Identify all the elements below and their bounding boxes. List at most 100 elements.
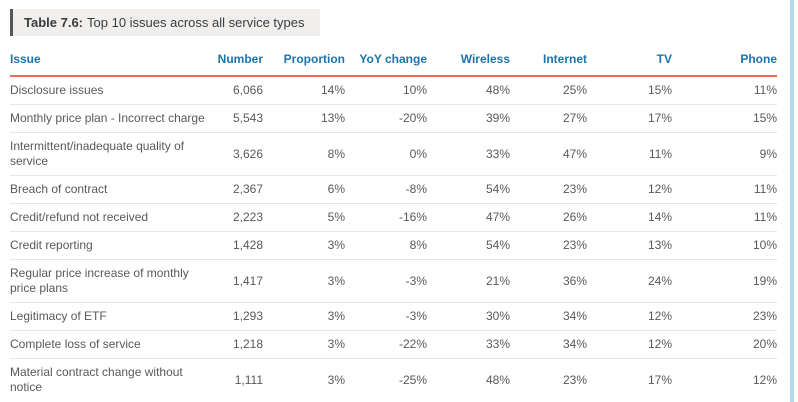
tv-cell: 15% [647, 83, 672, 97]
internet-cell: 34% [562, 337, 587, 351]
internet-cell: 34% [562, 309, 587, 323]
issue-cell: Credit/refund not received [10, 210, 149, 224]
internet-cell: 23% [562, 238, 587, 252]
wireless-cell: 54% [485, 182, 510, 196]
issue-cell: Regular price increase of monthly price … [10, 266, 189, 295]
column-header-number: Number [217, 52, 263, 66]
proportion-cell: 3% [327, 372, 345, 387]
yoy-change-cell: 0% [409, 146, 427, 161]
number-cell: 1,293 [232, 309, 263, 323]
phone-cell: 23% [752, 309, 777, 323]
wireless-cell: 33% [485, 337, 510, 351]
proportion-cell: 3% [327, 337, 345, 351]
issue-cell: Breach of contract [10, 182, 108, 196]
proportion-cell: 6% [327, 182, 345, 196]
table-row: Intermittent/inadequate quality of servi… [10, 133, 777, 176]
column-header-phone: Phone [740, 52, 777, 66]
column-header-internet: Internet [542, 52, 587, 66]
phone-cell: 11% [753, 210, 777, 224]
internet-cell: 27% [562, 111, 587, 125]
issue-cell: Disclosure issues [10, 83, 104, 97]
tv-cell: 17% [647, 111, 672, 125]
number-cell: 1,428 [232, 238, 263, 252]
issue-cell: Credit reporting [10, 238, 93, 252]
table-row: Regular price increase of monthly price … [10, 260, 777, 303]
column-header-wireless: Wireless [460, 52, 510, 66]
column-header-issue: Issue [10, 52, 41, 66]
proportion-cell: 14% [320, 83, 345, 97]
table-row: Complete loss of service 1,218 3% -22% 33% 34… [10, 331, 777, 359]
tv-cell: 12% [647, 337, 672, 351]
table-body: Disclosure issues 6,066 14% 10% 48% 25% 15% 11%… [10, 77, 777, 401]
phone-cell: 10% [752, 238, 777, 252]
phone-cell: 19% [752, 273, 777, 288]
table-row: Legitimacy of ETF 1,293 3% -3% 30% 34% 12% 23% [10, 303, 777, 331]
tv-cell: 11% [648, 146, 672, 161]
column-header-tv: TV [656, 52, 672, 66]
tv-cell: 24% [647, 273, 672, 288]
yoy-change-cell: 8% [409, 238, 427, 252]
wireless-cell: 33% [485, 146, 510, 161]
phone-cell: 11% [753, 182, 777, 196]
scrollbar[interactable] [790, 0, 794, 402]
issue-cell: Legitimacy of ETF [10, 309, 107, 323]
table-row: Material contract change without notice 1… [10, 359, 777, 401]
table-row: Breach of contract 2,367 6% -8% 54% 23% 12% 11% [10, 176, 777, 204]
proportion-cell: 3% [327, 238, 345, 252]
issue-cell: Material contract change without notice [10, 365, 183, 394]
wireless-cell: 48% [485, 372, 510, 387]
table-row: Credit reporting 1,428 3% 8% 54% 23% 13% 10% [10, 232, 777, 260]
yoy-change-cell: -3% [405, 309, 427, 323]
issues-table: Issue Number Proportion YoY change Wireless I… [10, 52, 777, 401]
proportion-cell: 8% [327, 146, 345, 161]
column-header-proportion: Proportion [283, 52, 345, 66]
column-header-yoy-change: YoY change [359, 52, 427, 66]
tv-cell: 14% [647, 210, 672, 224]
table-caption: Table 7.6: Top 10 issues across all servi… [10, 9, 320, 36]
number-cell: 1,218 [232, 337, 263, 351]
number-cell: 1,111 [234, 372, 263, 387]
wireless-cell: 47% [485, 210, 510, 224]
phone-cell: 12% [752, 372, 777, 387]
table-caption-text: Top 10 issues across all service types [87, 15, 305, 30]
issue-cell: Complete loss of service [10, 337, 141, 351]
number-cell: 2,367 [232, 182, 263, 196]
internet-cell: 26% [562, 210, 587, 224]
yoy-change-cell: -16% [398, 210, 427, 224]
phone-cell: 11% [753, 83, 777, 97]
issue-cell: Intermittent/inadequate quality of servi… [10, 139, 185, 168]
tv-cell: 12% [647, 182, 672, 196]
yoy-change-cell: -25% [398, 372, 427, 387]
internet-cell: 47% [562, 146, 587, 161]
wireless-cell: 48% [485, 83, 510, 97]
number-cell: 2,223 [232, 210, 263, 224]
yoy-change-cell: -22% [398, 337, 427, 351]
tv-cell: 13% [647, 238, 672, 252]
internet-cell: 25% [562, 83, 587, 97]
tv-cell: 17% [647, 372, 672, 387]
wireless-cell: 21% [485, 273, 510, 288]
table-caption-number: Table 7.6: [24, 15, 84, 30]
internet-cell: 23% [562, 182, 587, 196]
yoy-change-cell: -3% [405, 273, 427, 288]
internet-cell: 23% [562, 372, 587, 387]
phone-cell: 9% [759, 146, 777, 161]
number-cell: 5,543 [232, 111, 263, 125]
yoy-change-cell: -8% [405, 182, 427, 196]
table-row: Credit/refund not received 2,223 5% -16% 47%… [10, 204, 777, 232]
number-cell: 6,066 [232, 83, 263, 97]
proportion-cell: 5% [327, 210, 345, 224]
number-cell: 3,626 [232, 146, 263, 161]
phone-cell: 15% [752, 111, 777, 125]
proportion-cell: 3% [327, 309, 345, 323]
wireless-cell: 30% [485, 309, 510, 323]
table-row: Monthly price plan - Incorrect charge 5,5… [10, 105, 777, 133]
number-cell: 1,417 [232, 273, 263, 288]
proportion-cell: 3% [327, 273, 345, 288]
yoy-change-cell: -20% [398, 111, 427, 125]
issue-cell: Monthly price plan - Incorrect charge [10, 111, 205, 125]
tv-cell: 12% [647, 309, 672, 323]
table-header-row: Issue Number Proportion YoY change Wireless I… [10, 52, 777, 77]
yoy-change-cell: 10% [402, 83, 427, 97]
